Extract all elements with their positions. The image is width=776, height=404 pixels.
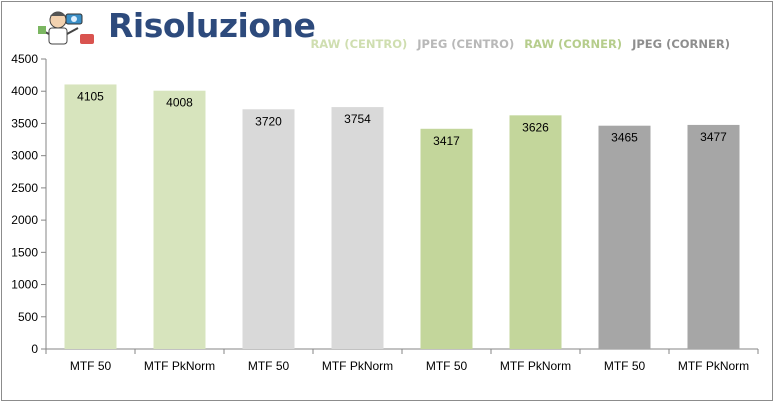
- x-category-label: MTF PkNorm: [678, 359, 749, 373]
- bar-value-label: 4008: [166, 96, 193, 110]
- y-tick-label: 1500: [11, 245, 38, 259]
- legend-item-jpeg-corner: JPEG (CORNER): [632, 37, 730, 51]
- bar: [64, 84, 117, 349]
- y-tick-label: 4000: [11, 84, 38, 98]
- bar-value-label: 3720: [255, 114, 282, 128]
- bar: [687, 124, 740, 349]
- y-tick-label: 2500: [11, 181, 38, 195]
- legend-item-raw-corner: RAW (CORNER): [524, 37, 623, 51]
- bar-value-label: 3754: [344, 112, 371, 126]
- x-category-label: MTF PkNorm: [144, 359, 215, 373]
- legend-item-raw-centro: RAW (CENTRO): [310, 37, 408, 51]
- x-category-label: MTF 50: [70, 359, 112, 373]
- mascot-logo: [38, 11, 94, 45]
- bar-value-label: 4105: [77, 89, 104, 103]
- bar-value-label: 3477: [700, 130, 727, 144]
- x-category-label: MTF PkNorm: [500, 359, 571, 373]
- y-tick-label: 3000: [11, 149, 38, 163]
- bar-value-label: 3626: [522, 120, 549, 134]
- chart-title: Risoluzione: [108, 6, 316, 45]
- y-tick-label: 4500: [11, 52, 38, 66]
- bar: [598, 125, 651, 349]
- y-tick-label: 0: [31, 342, 38, 356]
- legend: RAW (CENTRO) JPEG (CENTRO) RAW (CORNER) …: [310, 37, 730, 51]
- x-category-label: MTF 50: [248, 359, 290, 373]
- bar: [153, 90, 206, 349]
- x-category-label: MTF PkNorm: [322, 359, 393, 373]
- bar: [242, 109, 295, 350]
- bar-value-label: 3417: [433, 134, 460, 148]
- bar: [420, 128, 473, 349]
- y-tick-label: 1000: [11, 278, 38, 292]
- x-category-label: MTF 50: [604, 359, 646, 373]
- x-category-label: MTF 50: [426, 359, 468, 373]
- bar-value-label: 3465: [611, 131, 638, 145]
- bar: [331, 107, 384, 349]
- y-tick-label: 2000: [11, 213, 38, 227]
- legend-item-jpeg-centro: JPEG (CENTRO): [417, 37, 515, 51]
- bar: [509, 115, 562, 349]
- y-tick-label: 3500: [11, 116, 38, 130]
- y-tick-label: 500: [18, 310, 38, 324]
